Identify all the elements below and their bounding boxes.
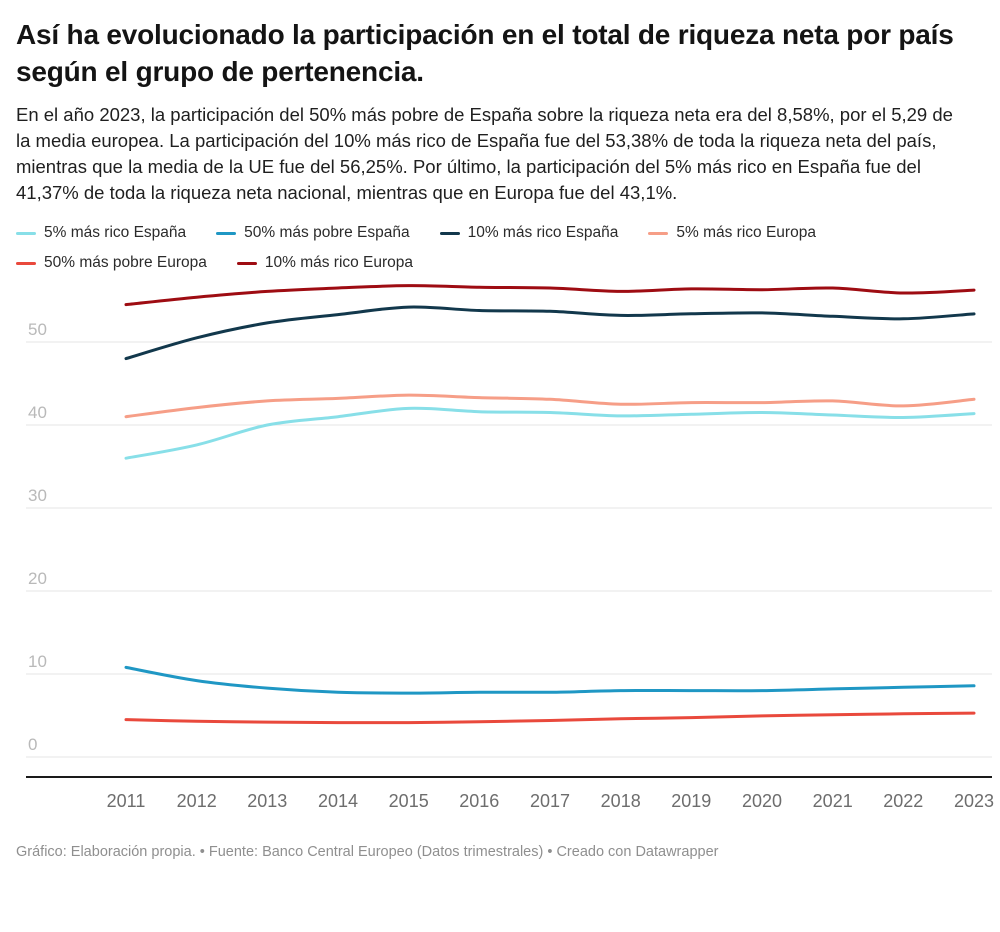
y-tick-label: 20 (28, 569, 47, 588)
chart-footer: Gráfico: Elaboración propia. • Fuente: B… (16, 844, 719, 860)
x-tick-label: 2014 (318, 791, 358, 811)
y-tick-label: 0 (28, 735, 37, 754)
legend-swatch (236, 261, 257, 265)
x-tick-label: 2020 (742, 791, 782, 811)
data-line (124, 406, 976, 460)
x-tick-label: 2012 (177, 791, 217, 811)
legend-label: 10% más rico España (467, 224, 619, 241)
legend-swatch (16, 231, 36, 235)
x-tick-label: 2013 (247, 791, 287, 811)
chart-title: Así ha evolucionado la participación en … (16, 19, 954, 87)
legend-item: 5% más rico Europa (648, 224, 816, 242)
legend-item: 50% más pobre Europa (16, 254, 207, 272)
legend-label: 5% más rico España (44, 224, 187, 241)
legend-label: 5% más rico Europa (676, 224, 816, 241)
data-line (124, 284, 976, 307)
x-tick-label: 2011 (107, 791, 146, 811)
y-tick-label: 40 (28, 403, 47, 422)
legend-swatch (648, 231, 669, 235)
data-line (124, 665, 976, 695)
y-tick-label: 10 (28, 652, 47, 671)
legend-swatch (216, 231, 237, 235)
legend-item: 50% más pobre España (216, 224, 410, 242)
legend-label: 10% más rico Europa (264, 254, 414, 271)
legend-item: 10% más rico Europa (236, 254, 414, 272)
legend: 5% más rico España 50% más pobre España 10… (16, 224, 966, 272)
x-tick-label: 2017 (530, 791, 570, 811)
x-tick-label: 2023 (954, 791, 994, 811)
legend-label: 50% más pobre Europa (44, 254, 207, 271)
x-tick-label: 2018 (601, 791, 641, 811)
x-tick-label: 2015 (389, 791, 429, 811)
legend-item: 5% más rico España (16, 224, 186, 242)
y-tick-label: 50 (28, 320, 47, 339)
legend-item: 10% más rico España (439, 224, 619, 242)
y-tick-label: 30 (28, 486, 47, 505)
data-line (124, 393, 976, 419)
x-tick-label: 2016 (459, 791, 499, 811)
x-tick-label: 2019 (671, 791, 711, 811)
legend-swatch (439, 231, 460, 235)
chart-description: En el año 2023, la participación del 50%… (16, 104, 953, 203)
data-line (124, 305, 976, 361)
x-tick-label: 2021 (813, 791, 853, 811)
legend-label: 50% más pobre España (244, 224, 410, 241)
data-line (124, 711, 976, 725)
x-tick-label: 2022 (883, 791, 923, 811)
line-chart: 0 10 20 30 40 50 2011 2012 2013 2014 2015 2016 2017 2… (26, 284, 994, 811)
legend-swatch (16, 261, 36, 265)
